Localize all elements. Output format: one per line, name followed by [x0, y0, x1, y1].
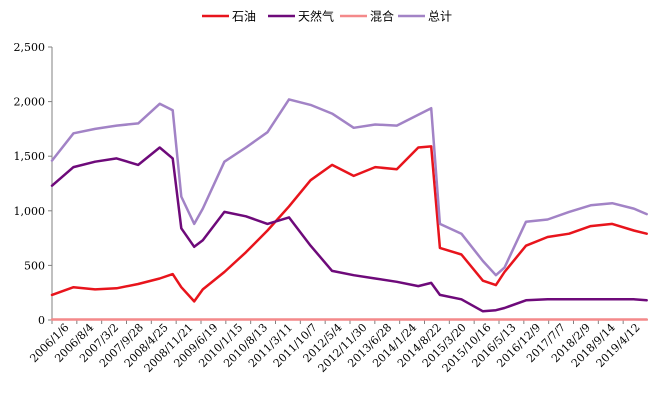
y-axis: 0 500 1,000 1,500 2,000 2,500 — [14, 41, 53, 327]
legend-label: 石油 — [232, 10, 256, 24]
y-tick-label: 1,000 — [14, 205, 46, 218]
y-tick-label: 0 — [38, 314, 45, 327]
y-tick-label: 2,000 — [14, 96, 46, 109]
legend: 石油 天然气 混合 总计 — [202, 9, 452, 24]
y-tick-label: 2,500 — [14, 41, 46, 54]
series-line-0 — [50, 145, 648, 303]
x-axis: 2006/1/62006/8/42007/3/22007/9/282008/4/… — [27, 319, 648, 375]
y-tick-label: 1,500 — [14, 150, 46, 163]
plot-area — [50, 98, 648, 321]
y-tick-label: 500 — [24, 259, 45, 272]
legend-label: 天然气 — [298, 9, 334, 24]
legend-label: 总计 — [428, 10, 452, 24]
series-line-1 — [50, 146, 648, 313]
legend-label: 混合 — [370, 9, 394, 24]
series-line-3 — [50, 98, 648, 277]
